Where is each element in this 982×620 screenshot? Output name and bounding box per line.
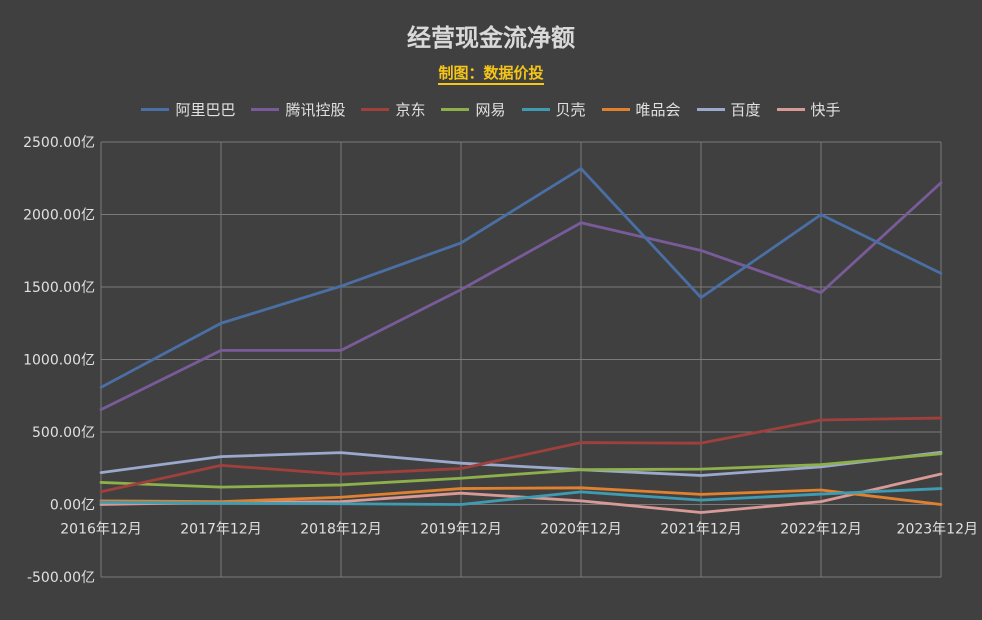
series-line-贝壳 (99, 487, 943, 506)
legend-swatch (601, 108, 630, 111)
x-tick-label: 2018年12月 (300, 522, 381, 538)
series-line-腾讯控股 (99, 181, 943, 412)
legend-item: 京东 (361, 99, 425, 120)
series-line-百度 (99, 450, 943, 477)
legend-label: 京东 (395, 101, 426, 119)
y-tick-label: 1500.00亿 (23, 280, 95, 296)
series-line-阿里巴巴 (99, 167, 943, 389)
legend-item: 阿里巴巴 (141, 99, 235, 120)
x-tick-label: 2019年12月 (420, 522, 501, 538)
x-tick-label: 2017年12月 (180, 522, 261, 538)
legend-swatch (441, 108, 470, 111)
legend-swatch (361, 108, 390, 111)
legend-label: 腾讯控股 (285, 101, 346, 119)
legend-swatch (251, 108, 280, 111)
legend-item: 唯品会 (601, 99, 681, 120)
y-tick-label: 500.00亿 (32, 425, 95, 441)
legend-label: 贝壳 (555, 101, 586, 119)
legend-swatch (776, 108, 805, 111)
legend-label: 快手 (810, 101, 841, 119)
chart-legend: 阿里巴巴 腾讯控股 京东 网易 贝壳 唯品会 百度 快手 (0, 99, 982, 120)
y-tick-label: -500.00亿 (27, 570, 95, 586)
legend-label: 网易 (475, 101, 506, 119)
chart-title: 经营现金流净额 (407, 24, 575, 52)
y-tick-label: 2000.00亿 (23, 208, 95, 224)
y-tick-label: 0.00亿 (50, 498, 95, 514)
legend-item: 贝壳 (521, 99, 586, 120)
legend-label: 百度 (730, 101, 761, 119)
legend-swatch (521, 108, 550, 111)
legend-item: 快手 (776, 99, 841, 120)
legend-item: 百度 (696, 99, 761, 120)
chart-subtitle: 制图：数据价投 (0, 62, 982, 85)
series-lines (99, 167, 943, 514)
x-tick-label: 2023年12月 (897, 522, 978, 538)
x-tick-label: 2020年12月 (540, 522, 621, 538)
x-tick-label: 2021年12月 (660, 522, 741, 538)
chart-subtitle-text: 制图：数据价投 (438, 64, 544, 85)
x-tick-label: 2016年12月 (60, 522, 141, 538)
legend-label: 唯品会 (635, 101, 681, 119)
legend-item: 腾讯控股 (251, 99, 345, 120)
x-tick-label: 2022年12月 (780, 522, 861, 538)
series-line-京东 (99, 416, 943, 494)
legend-swatch (141, 108, 170, 111)
y-tick-label: 1000.00亿 (23, 353, 95, 369)
legend-swatch (696, 108, 725, 111)
series-line-网易 (99, 452, 943, 489)
legend-item: 网易 (441, 99, 506, 120)
y-tick-label: 2500.00亿 (23, 135, 95, 151)
legend-label: 阿里巴巴 (175, 101, 236, 119)
series-line-唯品会 (99, 486, 943, 506)
